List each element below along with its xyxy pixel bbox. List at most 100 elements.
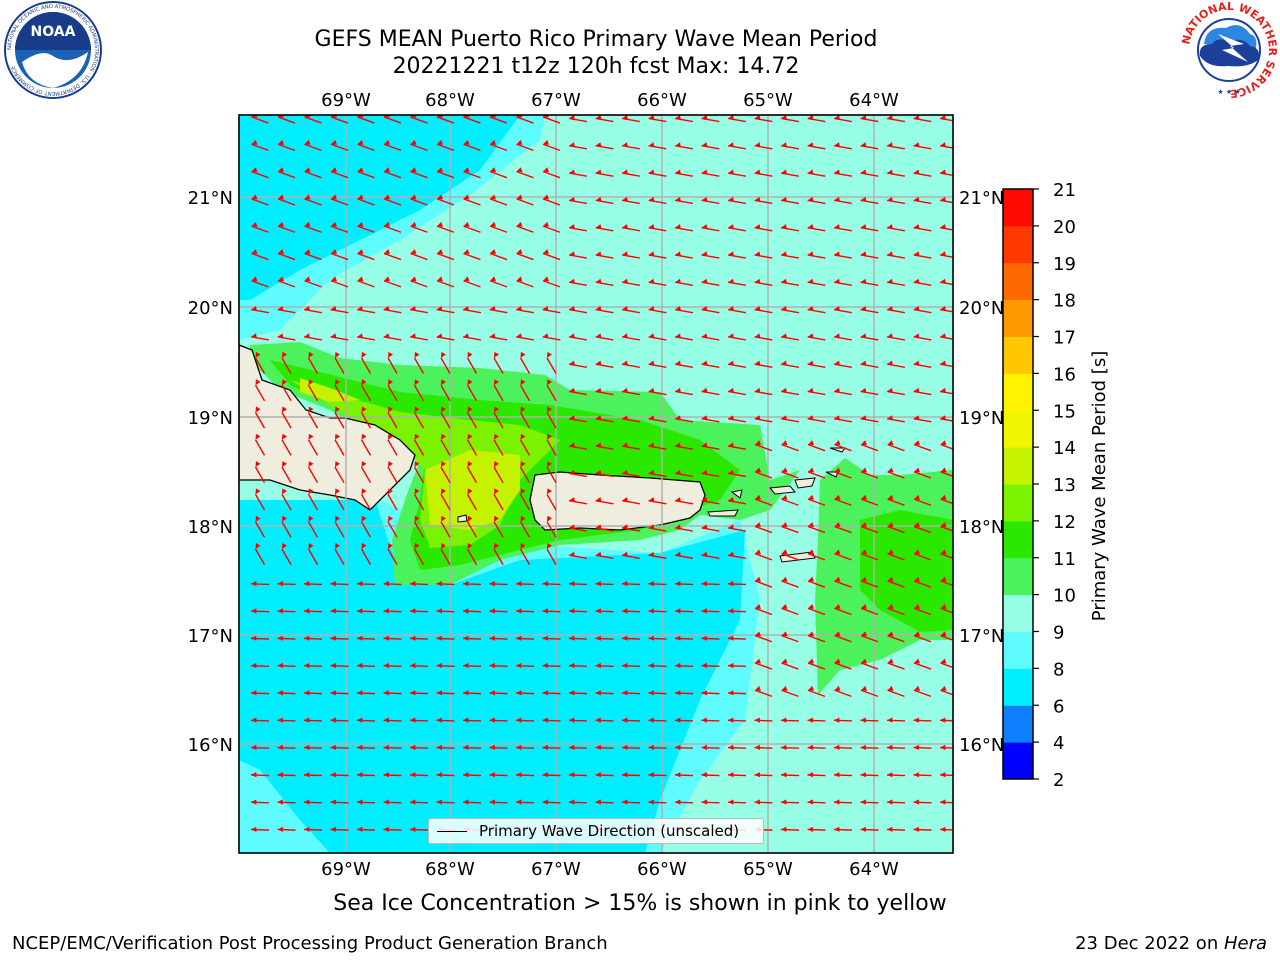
wave-arrow xyxy=(728,497,746,505)
wave-arrow xyxy=(913,142,932,150)
map-legend: Primary Wave Direction (unscaled) xyxy=(428,818,764,844)
wave-arrow xyxy=(887,196,905,205)
wave-arrow xyxy=(675,306,693,314)
wave-arrow xyxy=(489,744,508,751)
wave-arrow xyxy=(648,608,667,614)
wave-arrow xyxy=(807,360,826,368)
wave-arrow xyxy=(886,826,906,832)
wave-arrow xyxy=(674,580,694,587)
wave-arrow xyxy=(436,662,455,669)
wave-arrow xyxy=(546,461,557,484)
wave-arrow xyxy=(304,249,322,261)
wave-arrow xyxy=(383,744,402,751)
wave-arrow xyxy=(887,576,905,588)
wave-arrow xyxy=(413,488,425,511)
wave-arrow xyxy=(648,497,667,505)
wave-arrow xyxy=(648,196,667,205)
wave-arrow xyxy=(648,224,667,232)
wave-arrow xyxy=(519,515,531,538)
wave-arrow xyxy=(834,604,852,616)
wave-arrow xyxy=(648,333,667,341)
wave-arrow xyxy=(913,224,932,232)
wave-arrow xyxy=(303,580,323,587)
bottom-lon-label: 68°W xyxy=(425,859,475,880)
wave-arrow xyxy=(780,799,800,805)
wave-arrow xyxy=(807,251,826,259)
wave-arrow xyxy=(648,580,667,587)
wave-arrow xyxy=(254,488,266,511)
wave-arrow xyxy=(595,469,614,478)
wave-arrow xyxy=(413,433,425,456)
wave-arrow xyxy=(542,690,561,696)
wave-arrow xyxy=(409,826,429,832)
wave-arrow xyxy=(913,717,932,723)
wave-arrow xyxy=(250,826,270,832)
right-lat-label: 16°N xyxy=(959,735,1004,756)
wave-arrow xyxy=(304,221,322,233)
wave-arrow xyxy=(622,306,640,314)
wave-arrow xyxy=(834,415,852,423)
wave-arrow xyxy=(807,387,826,396)
wave-arrow xyxy=(913,278,932,287)
wave-arrow xyxy=(675,360,693,368)
wave-arrow xyxy=(913,415,932,423)
footer-date: 23 Dec 2022 on Hera xyxy=(1075,933,1267,954)
wave-arrow xyxy=(754,306,773,314)
wave-arrow xyxy=(834,549,852,561)
wave-arrow xyxy=(648,469,667,478)
wave-arrow xyxy=(568,717,588,723)
wave-arrow xyxy=(569,497,587,505)
wave-arrow xyxy=(436,276,455,288)
wave-arrow xyxy=(913,333,932,341)
wave-arrow xyxy=(542,194,561,206)
wave-arrow xyxy=(834,196,852,205)
wave-arrow xyxy=(728,142,746,150)
wave-arrow xyxy=(330,744,349,751)
wave-arrow xyxy=(251,306,269,314)
wave-arrow xyxy=(307,461,319,484)
wave-arrow xyxy=(357,249,375,261)
colorbar-swatch xyxy=(1003,225,1033,264)
wave-arrow xyxy=(622,251,640,259)
wave-arrow xyxy=(701,690,720,696)
wave-arrow xyxy=(807,278,826,287)
wave-arrow xyxy=(621,744,641,751)
wave-arrow xyxy=(489,717,508,723)
wave-arrow xyxy=(387,406,398,429)
wave-arrow xyxy=(303,826,323,832)
wave-arrow xyxy=(913,115,932,123)
sea-ice-note: Sea Ice Concentration > 15% is shown in … xyxy=(333,891,947,916)
wave-arrow xyxy=(387,543,398,565)
wave-arrow xyxy=(754,494,773,506)
wave-arrow xyxy=(569,278,587,287)
wave-arrow xyxy=(781,494,799,506)
wave-arrow xyxy=(648,251,667,259)
wave-arrow xyxy=(542,662,561,669)
wave-arrow xyxy=(360,543,372,565)
wave-arrow xyxy=(330,221,349,233)
wave-arrow xyxy=(493,351,504,374)
wave-arrow xyxy=(489,276,508,288)
wave-arrow xyxy=(595,169,614,177)
wave-arrow xyxy=(542,333,561,341)
wave-arrow xyxy=(281,379,292,402)
wave-arrow xyxy=(701,497,720,505)
wave-arrow xyxy=(546,433,557,456)
wave-arrow xyxy=(254,543,266,565)
right-lat-label: 18°N xyxy=(959,517,1004,538)
wave-arrow xyxy=(250,799,270,805)
wave-arrow xyxy=(887,251,905,259)
wave-arrow xyxy=(466,433,478,456)
wave-arrow xyxy=(939,826,953,832)
wave-arrow xyxy=(516,139,534,152)
wave-arrow xyxy=(781,631,799,643)
colorbar-tick-label: 4 xyxy=(1053,733,1064,754)
wave-arrow xyxy=(860,115,879,123)
wave-arrow xyxy=(754,196,773,205)
wave-arrow xyxy=(463,221,481,233)
wave-arrow xyxy=(569,360,587,368)
wave-arrow xyxy=(277,194,296,206)
colorbar-swatch xyxy=(1003,262,1033,301)
wave-arrow xyxy=(440,351,451,374)
